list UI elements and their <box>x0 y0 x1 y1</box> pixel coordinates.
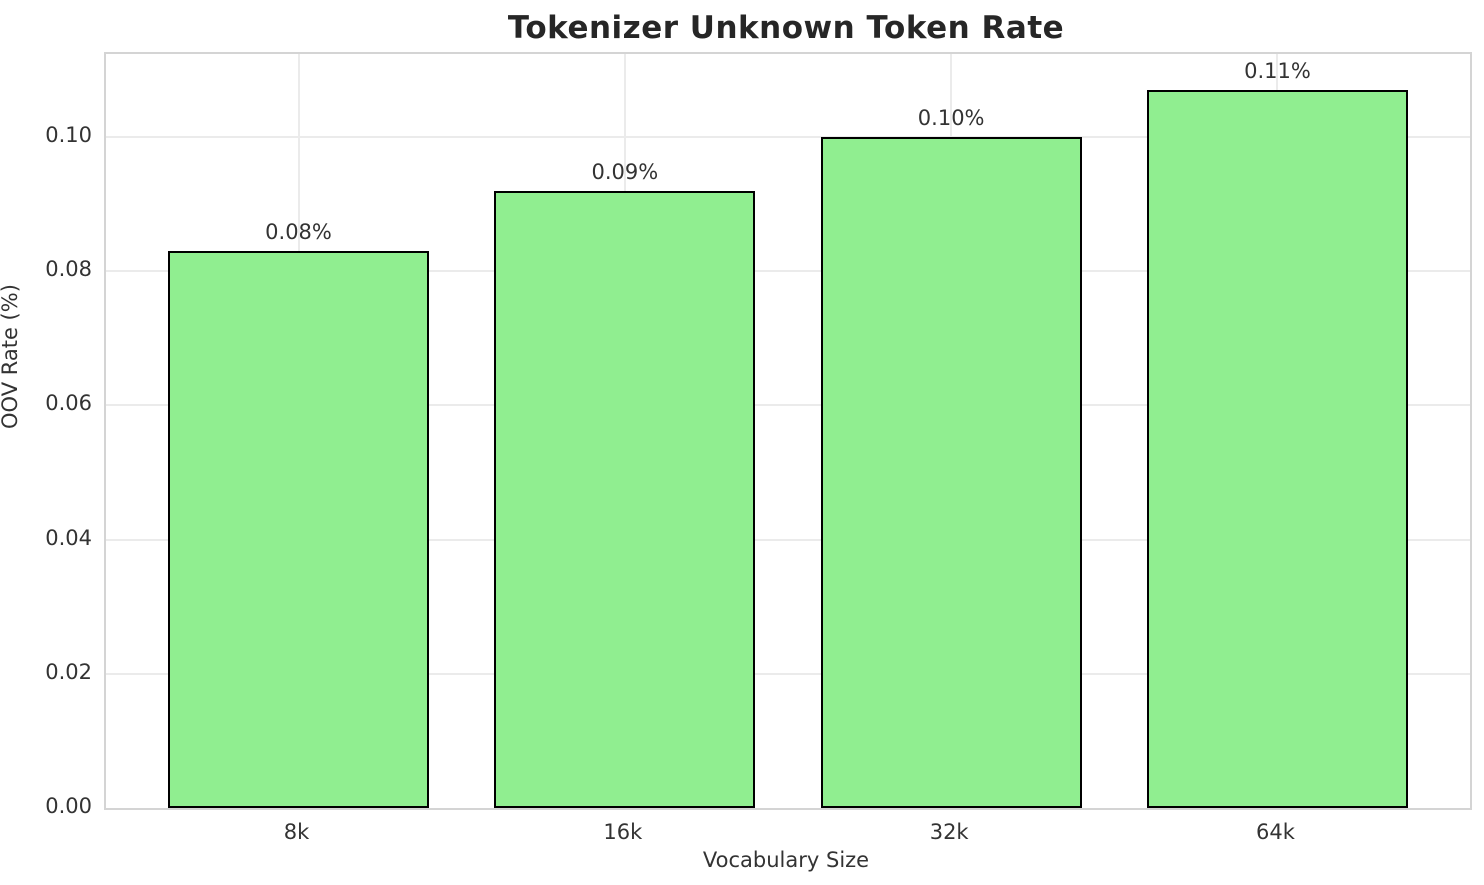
y-tick-label: 0.06 <box>45 391 92 416</box>
h-gridline <box>106 135 1470 138</box>
y-tick-label: 0.08 <box>45 257 92 282</box>
x-tick-label: 32k <box>929 820 969 844</box>
y-tick-label: 0.10 <box>45 122 92 147</box>
x-tick-label: 16k <box>603 820 643 844</box>
bar-8k <box>168 250 430 808</box>
bar-value-label: 0.09% <box>591 159 659 184</box>
y-axis-label: OOV Rate (%) <box>0 284 22 429</box>
x-axis-label: Vocabulary Size <box>702 848 870 872</box>
chart-title: Tokenizer Unknown Token Rate <box>507 10 1065 46</box>
plot-area: 0.08% 0.09% 0.10% 0.11% <box>104 52 1472 810</box>
h-gridline <box>106 404 1470 407</box>
bar-64k <box>1146 89 1408 808</box>
x-tick-label: 64k <box>1256 820 1295 844</box>
bar-value-label: 0.10% <box>917 105 985 130</box>
bar-value-label: 0.08% <box>265 219 332 244</box>
y-tick-label: 0.02 <box>45 659 92 684</box>
h-gridline <box>106 538 1470 541</box>
bar-value-label: 0.11% <box>1244 58 1311 83</box>
bar-16k <box>494 190 756 808</box>
h-gridline <box>106 672 1470 675</box>
y-tick-label: 0.04 <box>45 525 92 550</box>
x-tick-label: 8k <box>283 820 310 844</box>
bar-32k <box>820 136 1082 808</box>
h-gridline <box>106 270 1470 273</box>
y-tick-label: 0.00 <box>45 794 92 818</box>
